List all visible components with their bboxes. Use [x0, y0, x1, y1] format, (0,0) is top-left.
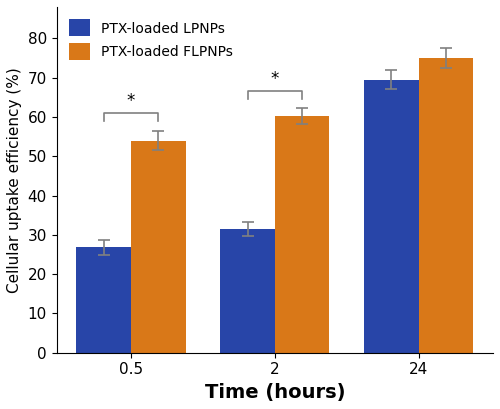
- Text: *: *: [270, 70, 279, 88]
- Bar: [418, 58, 473, 353]
- Bar: [220, 229, 275, 353]
- X-axis label: Time (hours): Time (hours): [204, 383, 345, 402]
- Y-axis label: Cellular uptake efficiency (%): Cellular uptake efficiency (%): [7, 67, 22, 293]
- Legend: PTX-loaded LPNPs, PTX-loaded FLPNPs: PTX-loaded LPNPs, PTX-loaded FLPNPs: [64, 14, 238, 66]
- Bar: [364, 80, 418, 353]
- Bar: [76, 247, 131, 353]
- Bar: [131, 141, 186, 353]
- Bar: [275, 116, 330, 353]
- Text: *: *: [127, 92, 136, 110]
